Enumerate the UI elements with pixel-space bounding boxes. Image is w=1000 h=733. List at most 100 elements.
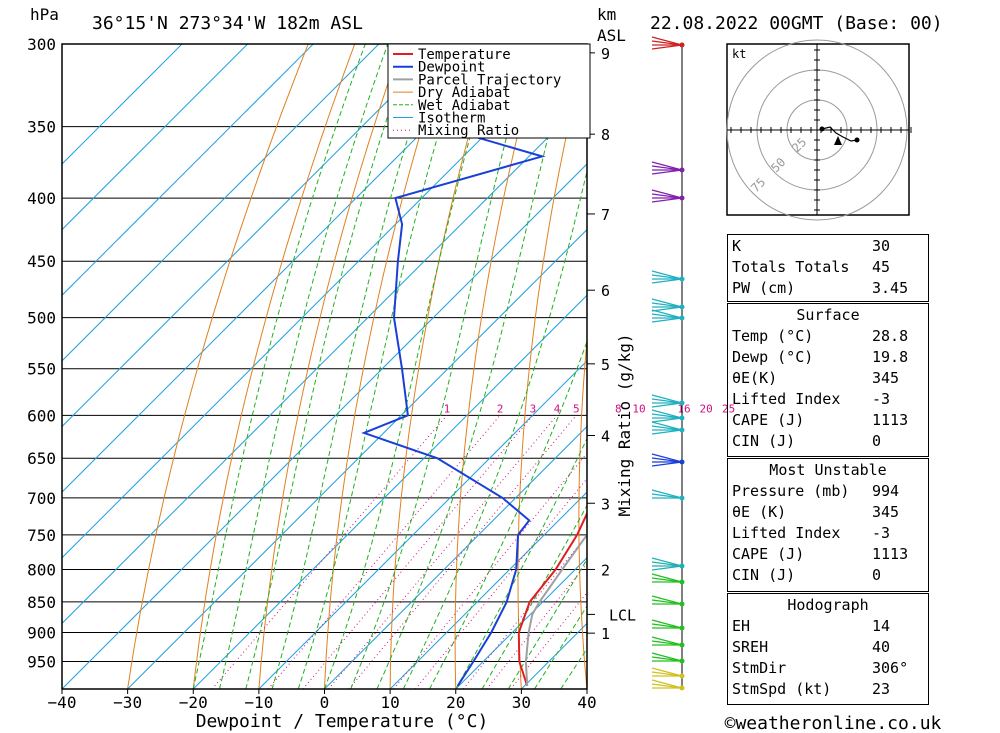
wind-barb	[651, 193, 683, 199]
series-parcel-trajectory	[524, 532, 587, 686]
surface-row: Dewp (°C) 19.8	[728, 347, 928, 368]
mu-label: CIN (J)	[732, 566, 796, 584]
wind-barb	[651, 278, 683, 284]
datetime-title: 22.08.2022 00GMT (Base: 00)	[650, 13, 943, 34]
mu-value: 1113	[872, 545, 909, 563]
x-axis-ticks: −40 −30 −20 −10 0 10 20 30 40	[48, 689, 597, 712]
surface-label: Dewp (°C)	[732, 348, 814, 366]
dry-adiabat	[192, 44, 356, 689]
wind-barb	[651, 557, 683, 567]
wind-barb	[651, 656, 683, 662]
dry-adiabat	[638, 44, 681, 689]
mixing-ratio-label: 2	[497, 402, 504, 415]
isotherm	[62, 44, 445, 428]
surface-row: Lifted Index -3	[728, 389, 928, 410]
wind-barb	[651, 489, 683, 499]
mixing-ratio-label: 10	[632, 402, 645, 415]
mixing-ratio-line	[486, 562, 587, 689]
wet-adiabat	[402, 169, 587, 689]
dry-adiabat	[324, 44, 449, 689]
background-lines	[62, 44, 681, 689]
wind-barb	[651, 425, 683, 431]
km-tick-label: 6	[601, 282, 610, 300]
surface-value: 0	[872, 432, 882, 450]
km-tick-label: 4	[601, 427, 610, 445]
indices-box: K 30 Totals Totals 45 PW (cm) 3.45	[727, 234, 929, 302]
mixing-ratio-label: 4	[554, 402, 561, 415]
pressure-tick-label: 950	[27, 653, 56, 672]
hodo-label: EH	[732, 617, 751, 635]
x-tick-label: −10	[244, 693, 273, 712]
most-unstable-title: Most Unstable	[769, 461, 887, 479]
mixing-ratio-line	[267, 414, 501, 689]
mu-value: 345	[872, 503, 900, 521]
mixing-ratio-line	[328, 414, 558, 689]
km-tick-label: 9	[601, 45, 610, 63]
dry-adiabat	[454, 44, 542, 689]
wind-barb	[651, 493, 683, 499]
wind-barb	[651, 274, 683, 280]
index-label: Totals Totals	[732, 258, 850, 276]
surface-value: 28.8	[872, 327, 909, 345]
wind-barb	[651, 417, 683, 423]
mixing-ratio-label: 20	[699, 402, 712, 415]
surface-row: CIN (J) 0	[728, 431, 928, 452]
isotherm	[62, 44, 511, 493]
wind-barb	[651, 40, 683, 46]
mixing-ratio-axis-label: Mixing Ratio (g/kg)	[615, 333, 634, 516]
wind-barb	[651, 298, 683, 308]
hodo-value: 306°	[872, 659, 909, 677]
surface-row: Temp (°C) 28.8	[728, 326, 928, 347]
km-tick-label: 3	[601, 495, 610, 513]
pressure-tick-label: 850	[27, 593, 56, 612]
mixing-ratio-label: 3	[530, 402, 537, 415]
x-tick-label: −40	[48, 693, 77, 712]
mixing-ratio-labels: 1 2 3 4 5 8 10 16 20 25	[444, 402, 736, 415]
hodo-value: 23	[872, 680, 891, 698]
dry-adiabat	[127, 44, 309, 689]
isotherm	[62, 44, 380, 362]
index-row: PW (cm) 3.45	[728, 278, 928, 299]
wet-adiabat	[429, 340, 587, 689]
km-tick-label: 2	[601, 561, 610, 579]
isotherm	[62, 163, 587, 689]
km-tick-label: 7	[601, 206, 610, 224]
pressure-tick-label: 900	[27, 624, 56, 643]
wind-barb	[651, 169, 683, 175]
mixing-ratio-line	[393, 452, 587, 689]
wind-barb	[651, 409, 683, 419]
pressure-tick-label: 800	[27, 560, 56, 579]
x-tick-label: 0	[320, 693, 330, 712]
legend-entry: Isotherm	[418, 111, 485, 127]
surface-label: θE(K)	[732, 369, 778, 387]
mu-label: θE (K)	[732, 503, 787, 521]
hpa-label: hPa	[30, 5, 59, 24]
mixing-ratio-label: 16	[677, 402, 690, 415]
wind-barb	[651, 619, 683, 629]
wind-barb	[651, 671, 683, 677]
mu-value: 0	[872, 566, 882, 584]
wind-barb	[651, 652, 683, 662]
wind-barb	[651, 565, 683, 571]
hodo-row: StmSpd (kt) 23	[728, 679, 928, 700]
surface-label: CIN (J)	[732, 432, 796, 450]
mu-label: CAPE (J)	[732, 545, 805, 563]
plot-frame	[61, 43, 588, 690]
wind-barb	[651, 461, 683, 467]
index-value: 30	[872, 237, 891, 255]
surface-value: 19.8	[872, 348, 909, 366]
mu-row: Pressure (mb) 994	[728, 481, 928, 502]
wet-adiabat	[481, 504, 587, 689]
mixing-ratio-label: 1	[444, 402, 451, 415]
location-title: 36°15'N 273°34'W 182m ASL	[92, 13, 363, 34]
pressure-tick-label: 600	[27, 406, 56, 425]
legend-entry: Dry Adiabat	[418, 85, 511, 101]
km-axis: 1 2 3 4 5 6 7 8 9 LCL	[587, 45, 636, 643]
isotherm	[389, 491, 587, 689]
wind-barb	[651, 36, 683, 46]
index-row: K 30	[728, 236, 928, 257]
wind-barb	[651, 429, 683, 435]
wind-barb	[651, 679, 683, 689]
series-temperature	[517, 511, 587, 687]
mu-label: Lifted Index	[732, 524, 841, 542]
